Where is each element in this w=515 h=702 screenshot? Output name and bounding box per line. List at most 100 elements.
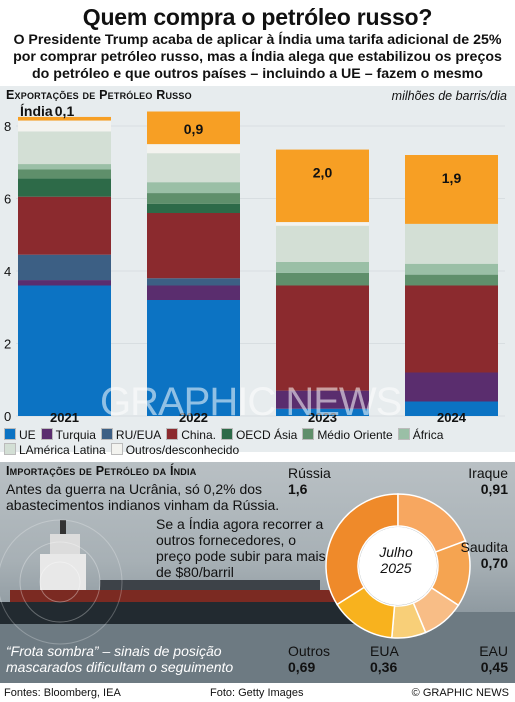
donut-center-year: 2025 [380,560,412,576]
x-tick-label: 2022 [179,410,208,425]
slice-name: EAU [479,643,508,659]
bar-segment [405,155,498,224]
bar-data-label: 0,1 [55,103,75,119]
donut-slice [325,493,399,606]
donut-hole [359,527,437,605]
watermark: GRAPHIC NEWS [100,380,402,424]
legend-swatch [166,428,179,440]
donut-slice-label: EAU 0,45 [440,643,508,675]
intro-text: O Presidente Trump acaba de aplicar à Ín… [13,32,502,82]
bar-segment [18,285,111,416]
slice-name: EUA [370,643,399,659]
imports-section-title: Importações de Petróleo da Índia [6,464,197,478]
bar-segment [18,254,111,281]
bar-segment [405,263,498,275]
bar-segment [276,149,369,223]
slice-value: 0,69 [288,659,316,675]
legend-item: RU/EUA [100,428,162,443]
legend-item: LAmérica Latina [4,443,106,458]
x-tick-label: 2023 [308,410,337,425]
chart-legend: UE Turquia RU/EUA China. OECD Ásia Médio Orie… [4,428,509,458]
bar-segment [18,116,111,121]
pre-war-note: Antes da guerra na Ucrânia, só 0,2% dos … [6,481,280,513]
legend-label: LAmérica Latina [19,443,106,457]
legend-swatch [4,428,16,440]
india-label: Índia [20,103,53,119]
bar-segment [276,408,369,416]
bar-segment [276,222,369,226]
price-note: Se a Índia agora recorrer a outros forne… [156,516,326,580]
bar-segment [405,285,498,373]
bar-segment [405,274,498,286]
donut-center-label: Julho 2025 [366,544,426,576]
bar-segment [276,272,369,286]
slice-name: Rússia [288,465,331,481]
legend-swatch [302,428,315,440]
legend-swatch [4,443,16,455]
legend-item: Outros/desconhecido [110,443,240,458]
legend-label: OECD Ásia [235,428,298,442]
bar-segment [18,196,111,255]
footer-photo-credit: Foto: Getty Images [210,687,304,699]
x-tick-label: 2021 [50,410,79,425]
legend-label: Turquia [55,428,96,442]
legend-item: África [397,428,444,443]
legend-label: UE [19,428,36,442]
bar-data-label: 2,0 [313,165,333,181]
legend-label: Médio Oriente [317,428,393,442]
legend-swatch [110,443,123,455]
bar-segment [18,280,111,286]
bar-data-label: 0,9 [184,121,204,137]
bar-segment [147,278,240,286]
donut-slice [336,586,396,639]
india-imports-donut [325,493,471,639]
y-tick-label: 0 [4,409,11,424]
bar-segment [276,285,369,391]
bar-segment [147,153,240,183]
bar-segment [147,182,240,194]
y-tick-label: 6 [4,192,11,207]
donut-slice-label: Iraque 0,91 [440,465,508,497]
slice-value: 1,6 [288,481,308,497]
legend-label: África [412,428,444,442]
slice-value: 0,45 [480,659,508,675]
legend-label: RU/EUA [115,428,162,442]
donut-slice-label: EUA 0,36 [370,643,399,675]
legend-swatch [220,428,233,440]
exports-section-title: Exportações de Petróleo Russo [6,88,192,102]
slice-value: 0,36 [370,659,398,675]
bar-segment [147,144,240,154]
y-tick-label: 8 [4,119,11,134]
donut-slice-label: Outros 0,69 [288,643,330,675]
bar-segment [18,169,111,179]
exports-bar-chart: 0 2 4 6 8 0,1 2021 0,9 2022 2,0 2023 1,9 2024 Índia [4,103,505,425]
footer: Fontes: Bloomberg, IEA Foto: Getty Image… [0,684,515,702]
bar-segment [18,131,111,165]
slice-name: Iraque [468,465,508,481]
x-tick-label: 2024 [437,410,467,425]
donut-slice-label: Rússia 1,6 [288,465,331,497]
chart-unit-label: milhões de barris/dia [391,89,507,103]
legend-item: Médio Oriente [302,428,393,443]
slice-value: 0,70 [480,555,508,571]
legend-item: Turquia [40,428,96,443]
photo-caption: “Frota sombra” – sinais de posição masca… [6,643,234,675]
bar-segment [18,164,111,170]
bar-segment [147,285,240,300]
legend-swatch [100,428,113,440]
donut-slice-label: Saudita 0,70 [440,539,508,571]
donut-center-month: Julho [379,544,413,560]
legend-swatch [397,428,410,440]
slice-name: Saudita [460,539,508,555]
bar-segment [147,300,240,416]
legend-item: OECD Ásia [220,428,298,443]
slice-name: Outros [288,643,331,659]
legend-label: Outros/desconhecido [125,443,240,457]
bar-segment [18,178,111,197]
bar-segment [18,120,111,132]
legend-item: China. [166,428,216,443]
bar-data-label: 1,9 [442,170,462,186]
bar-segment [147,193,240,204]
bar-segment [147,213,240,279]
